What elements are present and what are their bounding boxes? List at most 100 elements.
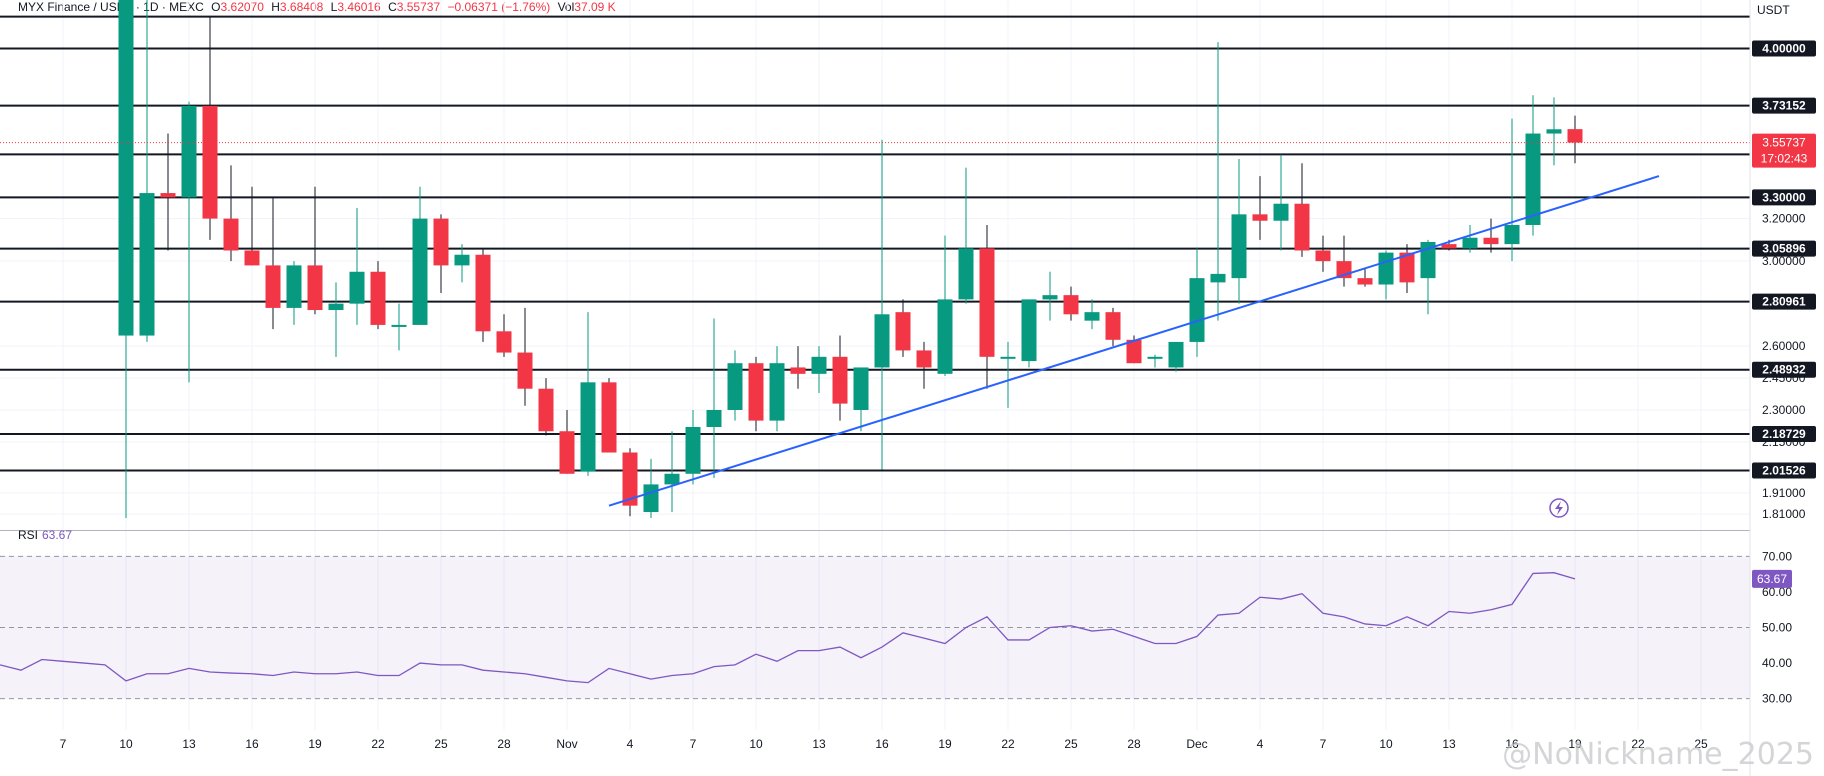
candle[interactable]: [1378, 250, 1394, 300]
candle[interactable]: [538, 378, 554, 436]
price-axis[interactable]: 4.000003.200003.000002.600002.450002.300…: [1752, 40, 1816, 706]
volume-value: 37.09 K: [574, 0, 616, 14]
candle[interactable]: [1504, 118, 1520, 262]
candle[interactable]: [1000, 341, 1016, 408]
candle[interactable]: [1420, 239, 1436, 315]
level-price-tag[interactable]: [1752, 97, 1816, 114]
time-axis[interactable]: 7 10 13 16 19 22 25 28 Nov 4 7 10 13 16 19 22 25 28 Dec 4 7 1…: [60, 737, 1708, 751]
candle[interactable]: [958, 167, 974, 304]
last-price-tag[interactable]: [1752, 133, 1816, 168]
candle[interactable]: [1336, 235, 1352, 287]
candle[interactable]: [475, 248, 491, 342]
candle[interactable]: [1357, 267, 1373, 287]
candle[interactable]: [601, 378, 617, 453]
candle[interactable]: [1399, 244, 1415, 294]
rsi-value-tag[interactable]: [1752, 569, 1792, 588]
candle[interactable]: [202, 16, 218, 240]
candle[interactable]: [370, 261, 386, 330]
candle[interactable]: [979, 224, 995, 389]
candle[interactable]: [622, 448, 638, 517]
candle[interactable]: [1063, 286, 1079, 321]
candle[interactable]: [769, 346, 785, 432]
candle[interactable]: [1168, 341, 1184, 372]
candle[interactable]: [643, 458, 659, 518]
candle[interactable]: [1567, 115, 1583, 164]
lightning-icon[interactable]: [1549, 498, 1569, 518]
candle[interactable]: [223, 165, 239, 262]
candle[interactable]: [1462, 224, 1478, 253]
candle[interactable]: [1021, 299, 1037, 368]
candle-body: [412, 218, 428, 325]
candle[interactable]: [496, 314, 512, 357]
candle[interactable]: [1231, 159, 1247, 304]
candle[interactable]: [286, 261, 302, 325]
candle[interactable]: [391, 303, 407, 351]
level-price-label: 3.73152: [1762, 99, 1806, 113]
candle[interactable]: [139, 0, 155, 342]
candle[interactable]: [874, 139, 890, 470]
candle[interactable]: [916, 341, 932, 389]
candle[interactable]: [811, 346, 827, 393]
level-price-tag[interactable]: [1752, 240, 1816, 257]
candle[interactable]: [706, 318, 722, 479]
candle[interactable]: [244, 186, 260, 266]
candle[interactable]: [1042, 271, 1058, 321]
candle[interactable]: [853, 367, 869, 432]
candle[interactable]: [580, 312, 596, 476]
last-price-label: 3.55737: [1762, 136, 1806, 150]
candle[interactable]: [1294, 163, 1310, 257]
change-value: −0.06371 (−1.76%): [447, 0, 551, 14]
time-tick-label: Nov: [556, 737, 577, 751]
level-price-label: 2.01526: [1762, 464, 1806, 478]
candle-body: [601, 382, 617, 453]
candle[interactable]: [307, 186, 323, 315]
candle[interactable]: [1546, 97, 1562, 166]
candle-body: [664, 473, 680, 485]
candle[interactable]: [685, 409, 701, 485]
trendline[interactable]: [608, 175, 1660, 507]
candle[interactable]: [412, 186, 428, 325]
candle[interactable]: [1189, 248, 1205, 357]
candle[interactable]: [454, 244, 470, 283]
time-tick-label: 16: [875, 737, 889, 751]
candle[interactable]: [118, 0, 134, 518]
candle[interactable]: [160, 133, 176, 251]
symbol-title[interactable]: MYX Finance / USDT · 1D · MEXC: [18, 0, 204, 14]
candle[interactable]: [1105, 307, 1121, 347]
candle[interactable]: [517, 307, 533, 406]
candle[interactable]: [790, 346, 806, 389]
candle-body: [160, 193, 176, 198]
candle[interactable]: [748, 356, 764, 432]
symbol-header: MYX Finance / USDT · 1D · MEXC O3.62070 …: [18, 0, 620, 14]
time-tick-label: 22: [371, 737, 385, 751]
candle[interactable]: [832, 335, 848, 421]
level-price-tag[interactable]: [1752, 361, 1816, 378]
level-price-tag[interactable]: [1752, 40, 1816, 57]
candle[interactable]: [1252, 176, 1268, 240]
candle[interactable]: [1273, 154, 1289, 251]
candle[interactable]: [433, 214, 449, 294]
candle[interactable]: [181, 101, 197, 383]
candle[interactable]: [349, 207, 365, 325]
level-price-tag[interactable]: [1752, 293, 1816, 310]
candle[interactable]: [1210, 42, 1226, 321]
candle[interactable]: [1525, 95, 1541, 236]
candle-body: [370, 271, 386, 325]
candle[interactable]: [664, 431, 680, 513]
candle[interactable]: [895, 299, 911, 357]
time-tick-label: 16: [245, 737, 259, 751]
level-price-tag[interactable]: [1752, 425, 1816, 442]
candle[interactable]: [1147, 354, 1163, 368]
candle[interactable]: [727, 350, 743, 421]
level-price-tag[interactable]: [1752, 189, 1816, 206]
candle[interactable]: [1315, 235, 1331, 272]
candle[interactable]: [265, 197, 281, 330]
level-price-tag[interactable]: [1752, 462, 1816, 479]
time-tick-label: 19: [938, 737, 952, 751]
candle[interactable]: [559, 409, 575, 474]
candle[interactable]: [937, 235, 953, 376]
candle[interactable]: [1084, 299, 1100, 330]
candle[interactable]: [1483, 218, 1499, 253]
candle[interactable]: [328, 282, 344, 357]
